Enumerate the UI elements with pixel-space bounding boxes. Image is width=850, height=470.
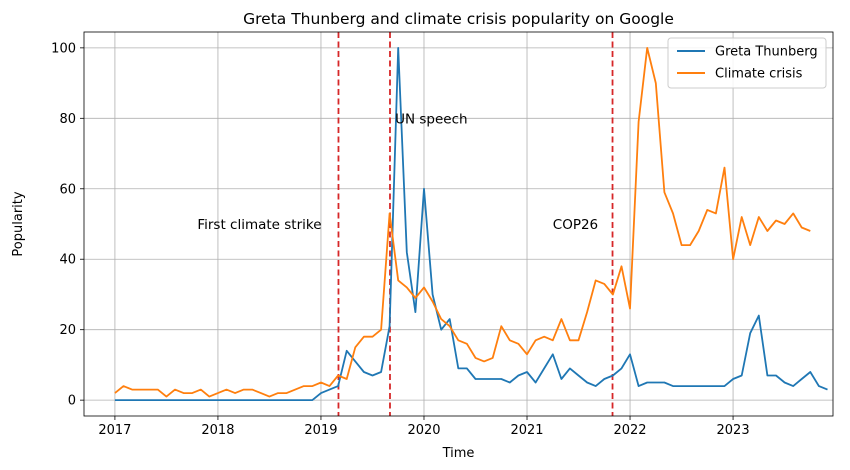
y-tick-label: 40 [59,253,76,268]
x-tick-label: 2019 [304,423,337,438]
annotation-label: COP26 [553,217,598,233]
plot-frame [83,31,834,417]
x-tick-label: 2018 [201,423,234,438]
legend-entry-greta: Greta Thunberg [715,45,818,60]
legend-entry-climate: Climate crisis [715,67,803,82]
legend: Greta Thunberg Climate crisis [667,37,827,89]
y-tick-label: 100 [51,41,76,56]
chart-title: Greta Thunberg and climate crisis popula… [243,10,674,28]
y-tick-label: 0 [68,394,76,409]
series-line-1 [114,47,811,398]
annotations: First climate strike UN speech COP26 [197,111,598,233]
x-tick-label: 2021 [510,423,543,438]
x-tick-label: 2022 [613,423,646,438]
annotation-label: First climate strike [197,217,321,233]
event-lines [337,32,614,416]
series-line-0 [114,47,828,402]
axis-ticks: 2017 2018 2019 2020 2021 2022 2023 0 20 40 60 80 100 [51,41,749,438]
x-tick-label: 2020 [407,423,440,438]
x-tick-label: 2017 [98,423,131,438]
y-tick-label: 60 [59,182,76,197]
y-axis-label: Popularity [11,191,26,256]
y-tick-label: 80 [59,112,76,127]
series-lines [114,47,828,402]
legend-box [667,37,827,89]
annotation-label: UN speech [395,111,467,127]
x-tick-label: 2023 [717,423,750,438]
x-axis-label: Time [442,446,475,461]
y-tick-label: 20 [59,323,76,338]
